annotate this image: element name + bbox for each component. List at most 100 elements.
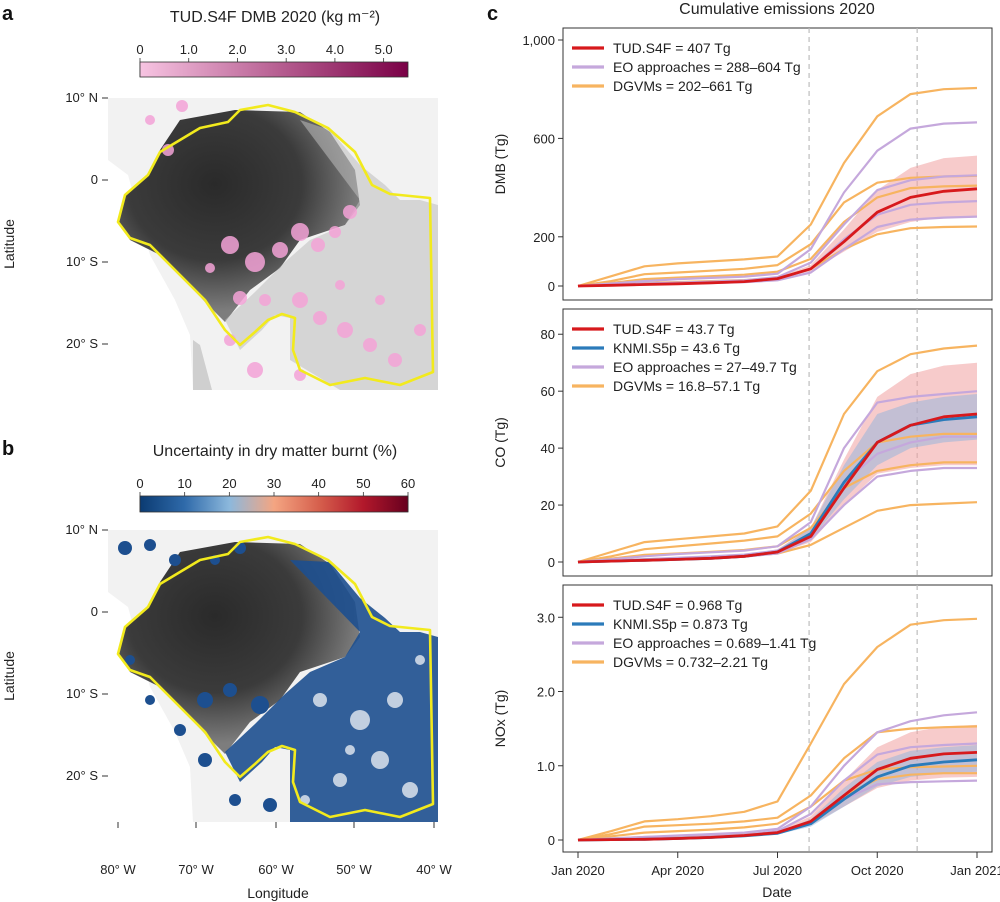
legend-label: EO approaches = 288–604 Tg (613, 59, 801, 75)
lon-tick-label: 70° W (178, 862, 214, 877)
map-a-pacific (108, 98, 193, 390)
map-b-pacific (108, 530, 193, 822)
lon-tick-label: 40° W (416, 862, 452, 877)
colorbar-tick-label: 10 (177, 476, 191, 491)
series-line-tud (577, 412, 978, 564)
lat-tick-label: 10° N (65, 522, 98, 537)
series-line-dgvm (577, 174, 978, 288)
legend-label: TUD.S4F = 0.968 Tg (613, 597, 742, 613)
y-tick-label: 2.0 (537, 685, 555, 700)
colorbar-tick-label: 5.0 (375, 42, 393, 57)
legend: TUD.S4F = 407 Tg EO approaches = 288–604 … (572, 40, 801, 94)
legend-label: KNMI.S5p = 0.873 Tg (613, 616, 748, 632)
series-line-dgvm (577, 725, 978, 842)
colorbar-tick-label: 50 (356, 476, 370, 491)
series-line-eo (577, 390, 978, 564)
map-a (108, 98, 438, 390)
band-tud (578, 155, 977, 286)
colorbar-tick-label: 20 (222, 476, 236, 491)
y-tick-label: 80 (541, 327, 555, 342)
y-tick-label: 600 (533, 131, 555, 146)
subplot-1: 0 200 600 1,000 DMB (Tg) TUD.S4F = 407 Tg EO a… (492, 27, 993, 301)
map-b-forest (118, 542, 360, 754)
series-line-dgvm (577, 432, 977, 564)
map-a-savanna (225, 120, 438, 390)
colorbar-a-title: TUD.S4F DMB 2020 (kg m⁻²) (170, 9, 380, 26)
subplot-3: 0 1.0 2.0 3.0 NOx (Tg) TUD.S4F = 0.968 Tg KNMI… (492, 584, 993, 853)
legend-label: EO approaches = 0.689–1.41 Tg (613, 635, 816, 651)
map-b-gaps (300, 655, 425, 805)
series-line-dgvm (577, 184, 978, 288)
panel-c-title: Cumulative emissions 2020 (679, 1, 875, 18)
series-line-dgvm (577, 617, 978, 842)
map-b-lon-ticks: 80° W 70° W 60° W 50° W 40° W (100, 822, 452, 877)
legend-label: DGVMs = 0.732–2.21 Tg (613, 654, 768, 670)
x-tick-label: Jan 2021 (950, 863, 1000, 878)
map-a-coast (193, 340, 212, 390)
y-tick-label: 60 (541, 384, 555, 399)
map-a-forest (118, 110, 360, 322)
y-tick-label: 3.0 (537, 610, 555, 625)
band-knmi (578, 394, 977, 562)
map-a-amazon-outline (116, 103, 435, 387)
series-line-tud (577, 187, 978, 288)
y-tick-label: 0 (548, 279, 555, 294)
series-line-eo (577, 711, 978, 842)
legend-label: EO approaches = 27–49.7 Tg (613, 359, 797, 375)
x-tick-label: Oct 2020 (851, 863, 904, 878)
lat-tick-label: 0 (91, 604, 98, 619)
lon-tick-label: 60° W (258, 862, 294, 877)
series-line-eo (577, 121, 978, 288)
y-tick-label: 0 (548, 555, 555, 570)
colorbar-tick-label: 4.0 (326, 42, 344, 57)
map-b-ylabel: Latitude (1, 651, 17, 701)
panel-c-x-ticks: Jan 2020 Apr 2020 Jul 2020 Oct 2020 Jan 2021 (551, 852, 1000, 878)
y-tick-label: 20 (541, 498, 555, 513)
map-a-lat-ticks: 10° N 0 10° S 20° S (65, 90, 108, 351)
map-a-ylabel: Latitude (1, 219, 17, 269)
colorbar-tick-label: 40 (311, 476, 325, 491)
lat-tick-label: 10° S (66, 686, 98, 701)
panel-c: c Cumulative emissions 2020 02006001,000… (487, 1, 1000, 900)
legend: TUD.S4F = 0.968 Tg KNMI.S5p = 0.873 Tg EO … (572, 597, 816, 670)
series-line-dgvm (577, 86, 978, 288)
colorbar-tick-label: 2.0 (228, 42, 246, 57)
map-b-xlabel: Longitude (247, 885, 309, 901)
band-tud (578, 362, 977, 562)
colorbar-tick-label: 0 (136, 42, 143, 57)
lat-tick-label: 0 (91, 172, 98, 187)
map-a-burn-areas (145, 100, 426, 381)
legend-label: TUD.S4F = 43.7 Tg (613, 321, 735, 337)
x-tick-label: Apr 2020 (651, 863, 704, 878)
lon-tick-label: 50° W (336, 862, 372, 877)
x-tick-label: Jul 2020 (753, 863, 802, 878)
lon-tick-label: 80° W (100, 862, 136, 877)
y-tick-label: 0 (548, 833, 555, 848)
legend-label: TUD.S4F = 407 Tg (613, 40, 731, 56)
y-tick-label: 1,000 (522, 33, 555, 48)
map-b (108, 530, 438, 822)
y-axis-label: NOx (Tg) (492, 690, 508, 748)
lat-tick-label: 10° N (65, 90, 98, 105)
colorbar-tick-label: 1.0 (180, 42, 198, 57)
map-b-lat-ticks: 10° N 0 10° S 20° S (65, 522, 108, 783)
legend-label: DGVMs = 202–661 Tg (613, 78, 752, 94)
subplot-frame (562, 27, 993, 301)
panel-c-xlabel: Date (762, 884, 792, 900)
colorbar-tick-label: 3.0 (277, 42, 295, 57)
y-tick-label: 200 (533, 230, 555, 245)
legend-label: DGVMs = 16.8–57.1 Tg (613, 378, 760, 394)
y-tick-label: 40 (541, 441, 555, 456)
colorbar-tick-label: 30 (267, 476, 281, 491)
lat-tick-label: 20° S (66, 336, 98, 351)
map-b-burn-areas (118, 539, 277, 812)
lat-tick-label: 10° S (66, 254, 98, 269)
legend-label: KNMI.S5p = 43.6 Tg (613, 340, 740, 356)
series-line-tud (577, 751, 978, 842)
subplot-2: 0 20 40 60 80 CO (Tg) TUD.S4F = 43.7 Tg KNMI.S5… (492, 308, 993, 577)
colorbar-b (139, 495, 409, 513)
series-line-dgvm (577, 344, 978, 564)
